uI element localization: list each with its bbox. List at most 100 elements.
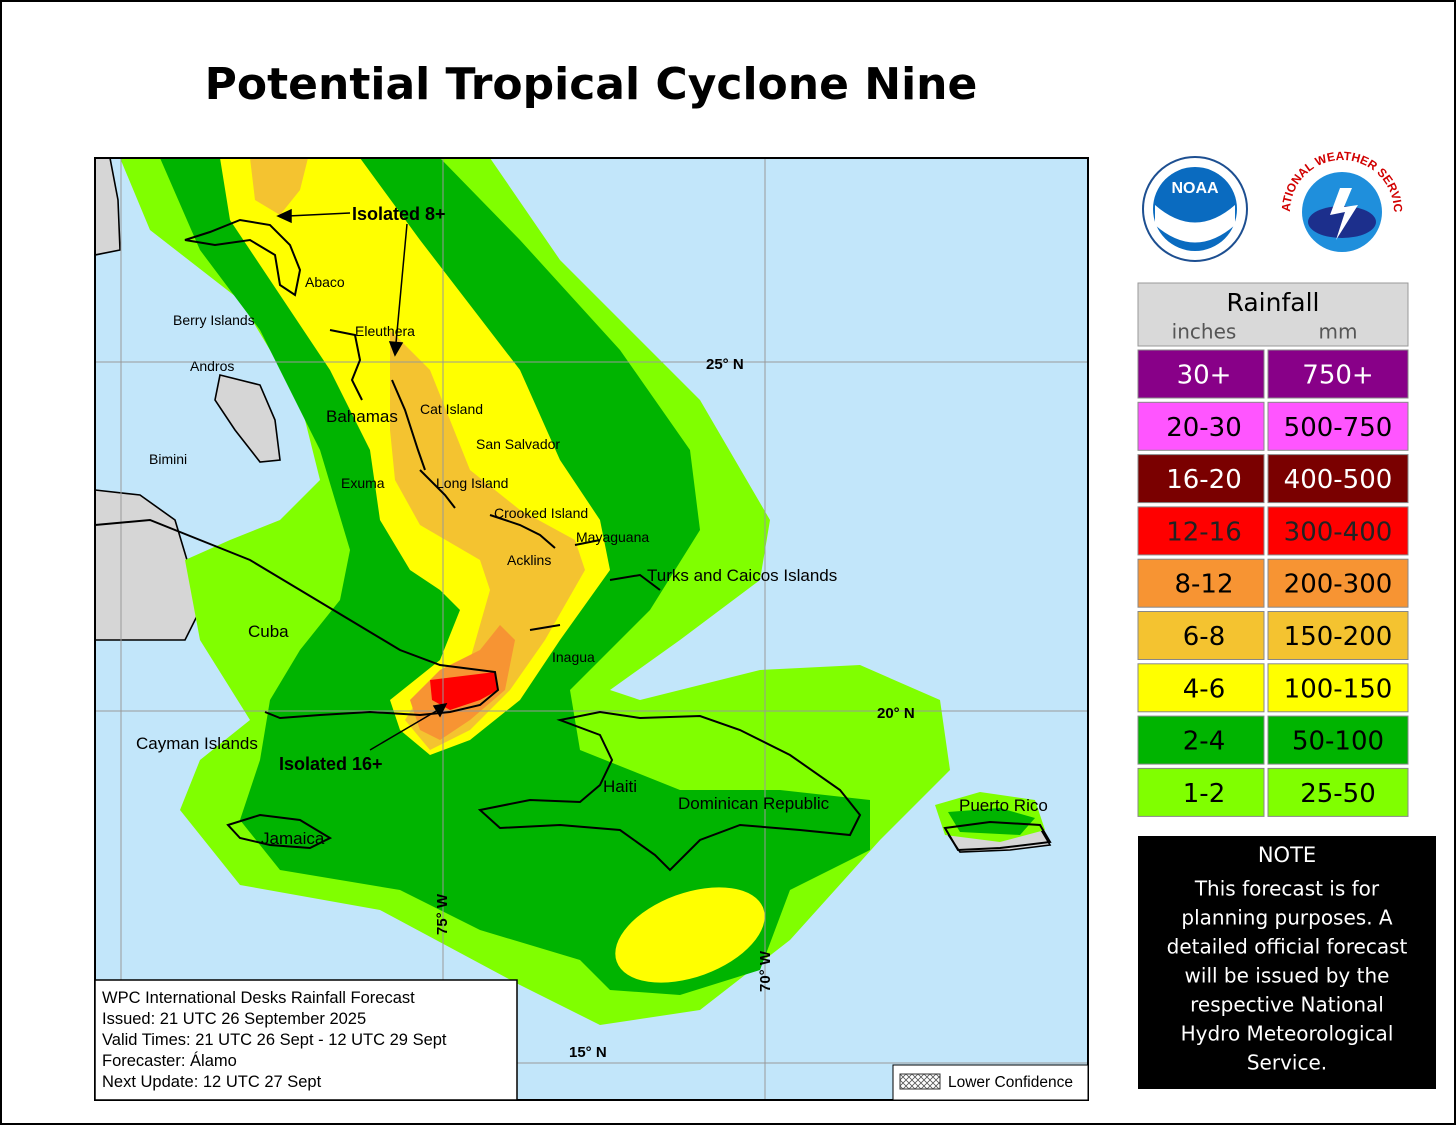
note-line: planning purposes. A	[1181, 906, 1393, 930]
legend-label: 300-400	[1284, 517, 1393, 547]
legend-swatch	[1267, 767, 1409, 817]
place-label: Turks and Caicos Islands	[647, 566, 837, 585]
legend-label: 12-16	[1166, 517, 1242, 547]
place-label: Jamaica	[261, 829, 325, 848]
legend-label: 200-300	[1284, 570, 1393, 600]
legend-swatch	[1137, 401, 1265, 451]
legend-swatch	[1267, 611, 1409, 660]
legend-swatch	[1137, 715, 1265, 765]
rain-6-8	[390, 330, 585, 750]
note-line: detailed official forecast	[1167, 935, 1408, 959]
bahamas-islands	[329, 329, 661, 631]
info-line: Valid Times: 21 UTC 26 Sept - 12 UTC 29 …	[102, 1031, 447, 1049]
legend-swatch	[1267, 401, 1409, 451]
legend-label: 30+	[1177, 361, 1232, 391]
place-label: Dominican Republic	[678, 794, 830, 813]
puerto-rico	[943, 820, 1052, 852]
legend-swatch	[1267, 558, 1409, 608]
legend-swatch	[1267, 454, 1409, 504]
legend-swatch	[1267, 506, 1409, 556]
info-box-bg	[94, 979, 518, 1101]
andros-land	[214, 374, 281, 463]
place-label: Bahamas	[326, 407, 398, 426]
rain-4-6-south	[615, 887, 765, 983]
rain-12-16	[430, 672, 498, 710]
note-line: This forecast is for	[1194, 877, 1380, 901]
jamaica	[226, 813, 333, 850]
grid-label: 25° N	[706, 356, 744, 373]
abaco	[184, 218, 302, 297]
legend-swatch	[1267, 715, 1409, 765]
info-box: WPC International Desks Rainfall Forecas…	[94, 979, 518, 1101]
note-title: NOTE	[1258, 843, 1316, 867]
key-label: Lower Confidence	[948, 1074, 1073, 1091]
place-label: Cuba	[248, 622, 289, 641]
legend-label: 400-500	[1284, 465, 1393, 495]
grid-label: 20° N	[877, 705, 915, 722]
place-label: Long Island	[436, 475, 508, 491]
legend-label: 4-6	[1183, 674, 1225, 704]
grid-label: 70° W	[757, 950, 774, 992]
place-label: Puerto Rico	[959, 796, 1048, 815]
info-line: WPC International Desks Rainfall Forecas…	[102, 989, 415, 1007]
place-label: Crooked Island	[494, 505, 588, 521]
info-line: Next Update: 12 UTC 27 Sept	[102, 1073, 322, 1091]
legend-swatch	[1137, 506, 1265, 556]
note: NOTE This forecast is for planning purpos…	[1138, 836, 1436, 1089]
note-line: Service.	[1247, 1051, 1327, 1075]
note-bg	[1138, 836, 1436, 1089]
note-line: will be issued by the	[1185, 964, 1390, 988]
place-label: Cayman Islands	[136, 734, 258, 753]
legend-label: 1-2	[1183, 779, 1225, 809]
legend-swatch	[1137, 558, 1265, 608]
legend-header	[1137, 282, 1409, 347]
map-border	[94, 157, 1089, 1101]
legend-label: 50-100	[1292, 727, 1384, 757]
legend-swatch	[1267, 663, 1409, 713]
legend-label: 2-4	[1183, 727, 1225, 757]
legend-label: 6-8	[1183, 622, 1225, 652]
place-label: Exuma	[341, 475, 385, 491]
rain-6-8-north	[250, 158, 308, 215]
legend-title: Rainfall	[1227, 288, 1320, 317]
legend-label: 500-750	[1284, 413, 1393, 443]
grid-label: 15° N	[569, 1044, 607, 1061]
legend-label: 20-30	[1166, 413, 1242, 443]
logo-text: NOAA	[1171, 180, 1219, 197]
legend-swatch	[1137, 454, 1265, 504]
info-line: Issued: 21 UTC 26 September 2025	[102, 1010, 366, 1028]
coastlines	[95, 218, 1052, 872]
place-label: Cat Island	[420, 401, 483, 417]
place-label: San Salvador	[476, 436, 560, 452]
key-bg	[892, 1064, 1089, 1101]
legend-label: 750+	[1302, 361, 1373, 391]
place-label: Berry Islands	[173, 312, 255, 328]
note-line: respective National	[1190, 993, 1384, 1017]
legend-label: 25-50	[1300, 779, 1376, 809]
place-label: Abaco	[305, 274, 345, 290]
annotation: Isolated 16+	[279, 754, 383, 774]
legend-label: 150-200	[1284, 622, 1393, 652]
title: Potential Tropical Cyclone Nine	[205, 59, 978, 110]
legend-label: 16-20	[1166, 465, 1242, 495]
legend-swatch	[1267, 349, 1409, 399]
place-label: Haiti	[603, 777, 637, 796]
info-line: Forecaster: Álamo	[102, 1051, 237, 1070]
cuba	[95, 518, 500, 720]
hispaniola	[477, 710, 862, 872]
noaa-logo: NOAA	[1142, 156, 1248, 262]
place-label: Bimini	[149, 451, 187, 467]
place-label: Acklins	[507, 552, 551, 568]
legend-swatch	[1137, 767, 1265, 817]
place-label: Andros	[190, 358, 234, 374]
legend-swatch	[1137, 663, 1265, 713]
grid-label: 75° W	[434, 893, 451, 935]
place-label: Eleuthera	[355, 323, 415, 339]
legend: Rainfall inches mm 30+ 750+ 20-30 500-750 16…	[1137, 282, 1409, 817]
legend-swatch	[1137, 349, 1265, 399]
place-labels: Abaco Berry Islands Eleuthera Andros Bah…	[136, 204, 1048, 1061]
legend-label: 100-150	[1284, 674, 1393, 704]
legend-unit: mm	[1319, 320, 1358, 344]
legend-label: 8-12	[1174, 570, 1233, 600]
